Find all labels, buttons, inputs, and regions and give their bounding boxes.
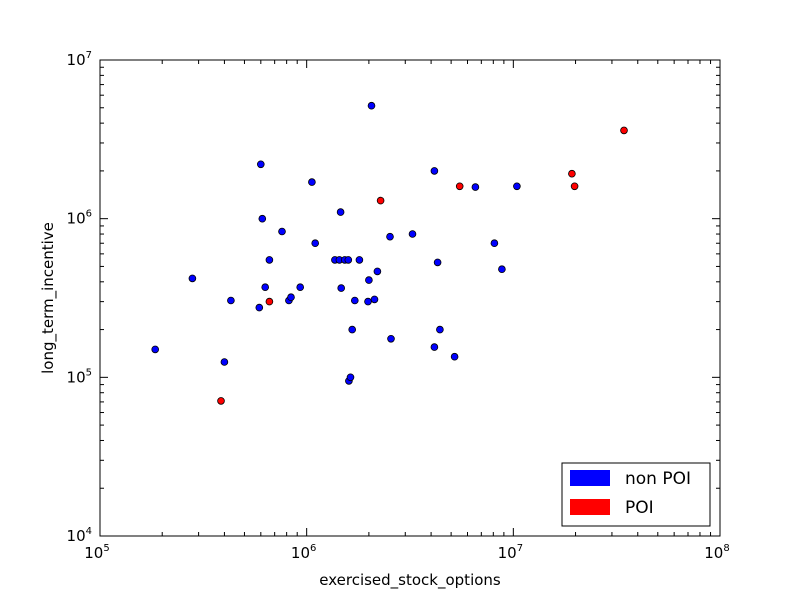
data-point-non-poi [308,178,316,186]
data-point-poi [265,297,274,306]
data-point-non-poi [337,284,346,292]
data-point-poi [568,169,576,178]
minor-ticks [100,60,720,536]
data-point-non-poi [513,182,521,191]
data-point-non-poi [265,256,274,264]
x-tick-labels: 105 106 107 108 [84,543,729,562]
y-tick-label: 104 [67,526,92,545]
data-point-non-poi [436,325,444,334]
data-point-non-poi [151,345,160,354]
data-point-poi [217,397,225,405]
data-point-non-poi [387,334,395,343]
x-tick-label: 105 [84,543,109,562]
data-point-non-poi [386,232,394,241]
data-point-non-poi [367,101,376,110]
y-tick-label: 107 [67,50,92,69]
data-point-non-poi [344,256,353,264]
data-point-non-poi [490,239,499,248]
data-point-non-poi [227,296,235,305]
data-point-non-poi [430,167,439,175]
data-point-non-poi [188,274,197,283]
legend-swatch-poi [570,499,610,515]
data-points [151,101,628,405]
x-tick-label: 108 [704,543,729,562]
legend-label-poi: POI [625,498,654,518]
data-point-non-poi [287,293,295,302]
data-point-non-poi [220,358,229,366]
data-point-non-poi [355,256,364,264]
y-tick-label: 105 [67,367,92,386]
data-point-non-poi [450,352,459,361]
y-axis-label: long_term_incentive [39,222,58,374]
legend-swatch-non-poi [570,470,610,486]
x-tick-label: 106 [291,543,316,562]
y-tick-label: 106 [67,209,92,228]
data-point-non-poi [256,160,265,169]
data-point-non-poi [346,373,355,382]
x-axis-label: exercised_stock_options [319,571,501,590]
plot-background [100,60,720,536]
data-point-non-poi [471,183,480,191]
data-point-non-poi [261,283,270,292]
data-point-non-poi [364,297,372,306]
data-point-non-poi [296,283,305,292]
data-point-non-poi [350,296,359,305]
data-point-non-poi [365,276,373,284]
data-point-non-poi [336,208,345,216]
data-point-non-poi [370,295,379,304]
data-point-non-poi [348,325,357,334]
data-point-non-poi [433,258,442,267]
data-point-non-poi [278,227,286,236]
data-point-poi [376,196,385,205]
x-tick-label: 107 [498,543,523,562]
data-point-non-poi [255,303,264,312]
data-point-poi [570,182,579,191]
data-point-non-poi [408,230,417,238]
data-point-poi [455,182,464,191]
legend: non POI POI [561,462,711,527]
data-point-non-poi [311,239,320,248]
data-point-non-poi [430,343,439,351]
data-point-non-poi [498,265,506,274]
legend-label-non-poi: non POI [625,469,691,489]
data-point-non-poi [373,267,382,276]
data-point-non-poi [258,214,267,223]
plot-frame [99,59,721,537]
data-point-poi [620,126,628,135]
y-tick-labels: 104 105 106 107 [67,50,92,545]
